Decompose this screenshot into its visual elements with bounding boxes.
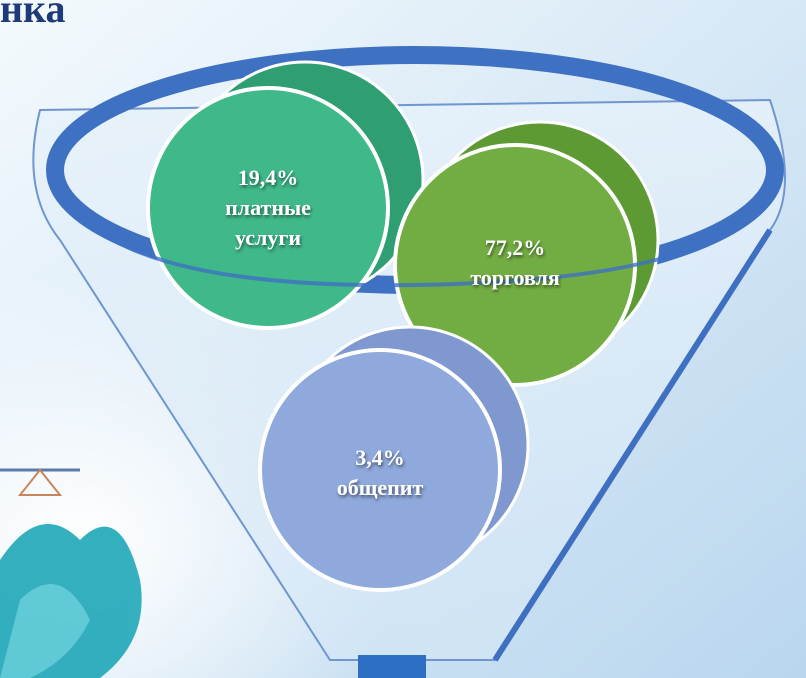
node-value: 19,4% <box>238 165 299 190</box>
node-value: 3,4% <box>355 445 405 470</box>
page: нка 19,4% платные услуги 77,2% торговля … <box>0 0 806 678</box>
node-value: 77,2% <box>485 235 546 260</box>
slide: нка 19,4% платные услуги 77,2% торговля … <box>0 0 806 678</box>
funnel-spout <box>358 655 426 678</box>
node-label: платные <box>225 195 311 220</box>
title: нка <box>0 0 66 31</box>
node-label: общепит <box>337 475 424 500</box>
circle <box>260 350 500 590</box>
node-label: торговля <box>470 265 560 290</box>
node-label: услуги <box>235 225 301 250</box>
